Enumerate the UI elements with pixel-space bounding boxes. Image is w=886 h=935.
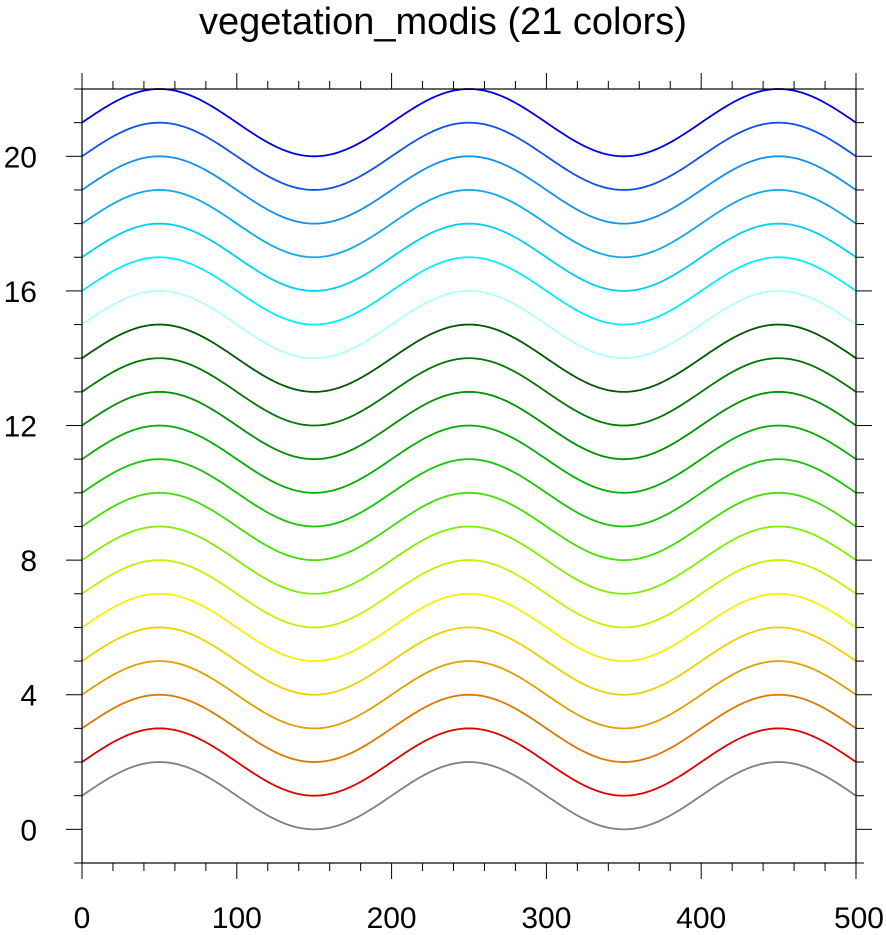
series-line-19: [81, 121, 857, 191]
series-line-0: [81, 761, 857, 831]
series-line-18: [81, 155, 857, 225]
series-line-14: [81, 290, 857, 360]
ticks-layer: [66, 73, 872, 879]
series-layer: [81, 88, 857, 831]
y-tick-label: 12: [4, 411, 37, 444]
series-line-15: [81, 256, 857, 326]
x-tick-label: 100: [212, 902, 262, 935]
y-tick-label: 16: [4, 276, 37, 309]
labels-layer: 0 100 200 300 400 500 0 4 8 12 16 20: [4, 141, 884, 935]
series-line-16: [81, 222, 857, 292]
y-tick-label: 4: [20, 680, 37, 713]
x-tick-label: 500: [834, 902, 884, 935]
x-tick-label: 200: [367, 902, 417, 935]
y-tick-label: 8: [20, 545, 37, 578]
series-line-7: [81, 525, 857, 595]
x-tick-label: 400: [676, 902, 726, 935]
series-line-11: [81, 390, 857, 461]
plot-frame: [81, 88, 857, 864]
series-line-13: [81, 323, 857, 393]
x-tick-label: 300: [521, 902, 571, 935]
series-line-3: [81, 660, 857, 730]
series-line-8: [81, 491, 857, 562]
series-line-6: [81, 559, 857, 629]
series-line-4: [81, 626, 857, 696]
series-line-5: [81, 592, 857, 662]
series-line-12: [81, 357, 857, 427]
series-line-9: [81, 458, 857, 528]
y-tick-label: 0: [20, 814, 37, 847]
chart-title: vegetation_modis (21 colors): [199, 1, 687, 43]
series-line-17: [81, 189, 857, 259]
x-tick-label: 0: [74, 902, 91, 935]
series-line-2: [81, 693, 857, 763]
series-line-1: [81, 727, 857, 797]
y-tick-label: 20: [4, 141, 37, 174]
series-line-10: [81, 424, 857, 494]
